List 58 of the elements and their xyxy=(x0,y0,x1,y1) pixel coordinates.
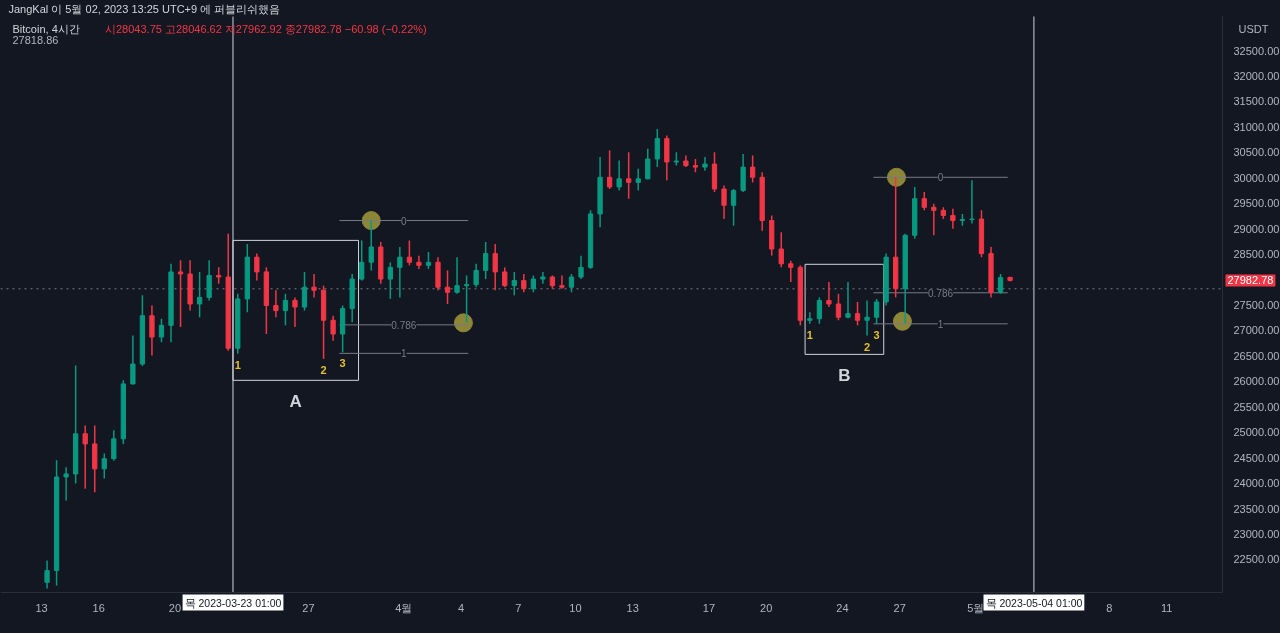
x-tick-label: 27 xyxy=(893,601,906,614)
y-tick-label: 26500.00 xyxy=(1233,349,1280,362)
y-tick-label: 27000.00 xyxy=(1233,324,1280,337)
annotation: 3 xyxy=(339,357,346,370)
ref-line-label: 목 2023-05-04 01:00 xyxy=(985,596,1083,609)
y-tick-label: 22500.00 xyxy=(1233,553,1280,566)
y-tick-label: 31500.00 xyxy=(1233,95,1280,108)
annotation: 1 xyxy=(806,328,813,341)
x-tick-label: 17 xyxy=(702,601,716,614)
annotation: 시28043.75 고28046.62 저27962.92 종27982.78 −60.98 (−0.22%) xyxy=(105,22,427,35)
y-tick-label: 31000.00 xyxy=(1233,120,1280,133)
x-tick-label: 13 xyxy=(626,601,639,614)
annotation: 3 xyxy=(873,328,880,341)
series-label: 0.786 xyxy=(391,319,417,331)
y-tick-label: 29000.00 xyxy=(1233,222,1280,235)
series-label: 0.786 xyxy=(928,287,954,299)
annotation: 2 xyxy=(864,340,871,353)
y-tick-label: 26000.00 xyxy=(1233,375,1280,388)
y-tick-label: 27500.00 xyxy=(1233,299,1280,312)
x-tick-label: 8 xyxy=(1106,601,1113,614)
chart-title: JangKal 이 5월 02, 2023 13:25 UTC+9 에 퍼블리쉬했음 xyxy=(8,2,281,15)
series-label: 0 xyxy=(401,215,408,227)
y-tick-label: 25500.00 xyxy=(1233,400,1280,413)
annotation: 2 xyxy=(320,363,327,376)
series-label: A xyxy=(289,392,302,412)
series-label: B xyxy=(838,366,851,386)
x-tick-label: 4 xyxy=(457,601,465,614)
y-tick-label: 32500.00 xyxy=(1233,44,1280,57)
x-tick-label: 7 xyxy=(515,601,522,614)
y-tick-label: 24500.00 xyxy=(1233,451,1280,464)
x-tick-label: 16 xyxy=(92,601,105,614)
annotation: 1 xyxy=(234,358,241,371)
y-tick-label: 23500.00 xyxy=(1233,502,1280,515)
y-tick-label: 30500.00 xyxy=(1233,146,1280,159)
y-tick-label: 23000.00 xyxy=(1233,527,1280,540)
x-tick-label: 13 xyxy=(35,601,48,614)
annotation: 27818.86 xyxy=(12,33,59,46)
series-label: 1 xyxy=(401,348,408,360)
x-tick-label: 27 xyxy=(302,601,315,614)
text: Bitcoin, 4시간 xyxy=(12,22,80,35)
y-tick-label: 24000.00 xyxy=(1233,477,1280,490)
y-tick-label: 32000.00 xyxy=(1233,70,1280,83)
y-tick-label: 30000.00 xyxy=(1233,171,1280,184)
x-tick-label: 20 xyxy=(760,601,773,614)
y-tick-label: 25000.00 xyxy=(1233,426,1280,439)
x-tick-label: 20 xyxy=(168,601,182,614)
y-tick-label: 29500.00 xyxy=(1233,197,1280,210)
series-label: 0 xyxy=(937,172,944,184)
x-tick-label: 24 xyxy=(836,601,849,614)
y-axis-title: USDT xyxy=(1238,22,1269,35)
x-tick-label: 11 xyxy=(1160,601,1173,614)
series-label: 1 xyxy=(937,318,944,330)
ref-line-label: 목 2023-03-23 01:00 xyxy=(184,596,282,609)
x-tick-label: 4월 xyxy=(395,601,413,614)
text: 27982.78 xyxy=(1227,274,1274,287)
y-tick-label: 28500.00 xyxy=(1233,248,1280,261)
x-tick-label: 10 xyxy=(569,601,582,614)
x-tick-label: 5월 xyxy=(967,601,985,614)
